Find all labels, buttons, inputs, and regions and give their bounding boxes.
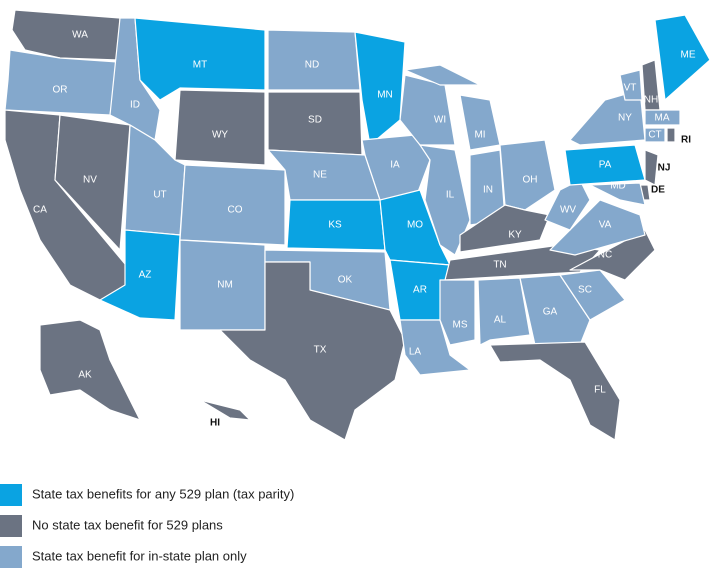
state-label: WA [72, 30, 88, 41]
legend-swatch [0, 546, 22, 568]
state-label: KS [328, 220, 342, 231]
state-label: AZ [139, 270, 152, 281]
state-shape [477, 277, 531, 346]
state-label: MS [453, 320, 468, 331]
state-label: MA [655, 113, 670, 124]
state-label: CT [648, 130, 661, 141]
state-label: OR [53, 85, 68, 96]
state-label: FL [594, 385, 606, 396]
state-label: WI [434, 115, 446, 126]
state-shape [354, 31, 406, 146]
state-label: IL [446, 190, 455, 201]
state-shape [666, 127, 676, 143]
state-label: OK [338, 275, 353, 286]
state-label: HI [210, 418, 220, 429]
state-shape [569, 89, 646, 146]
state-label: LA [409, 347, 422, 358]
state-label: CO [228, 205, 243, 216]
state-shape [99, 229, 181, 321]
state-label: AK [78, 370, 92, 381]
state-label: MD [610, 181, 626, 192]
state-shape [654, 14, 711, 101]
state-label: ID [130, 100, 140, 111]
state-label: MO [407, 220, 423, 231]
state-label: VT [624, 83, 637, 94]
state-shape [267, 29, 361, 91]
state-label: AR [413, 285, 427, 296]
state-shape [589, 182, 646, 206]
state-shape [219, 261, 406, 441]
state-label: WV [560, 205, 576, 216]
state-label: RI [681, 135, 691, 146]
state-label: TN [493, 260, 506, 271]
state-shape [544, 179, 591, 231]
state-shape [489, 341, 621, 441]
state-label: GA [543, 307, 558, 318]
state-shape [619, 69, 643, 101]
state-label: SD [308, 115, 322, 126]
state-shape [644, 127, 666, 143]
state-label: MN [377, 90, 393, 101]
state-shape [419, 144, 471, 256]
state-label: SC [578, 285, 592, 296]
legend-swatch [0, 484, 22, 506]
state-shape [199, 399, 251, 421]
state-label: VA [599, 220, 612, 231]
state-shape [519, 274, 591, 346]
state-label: NH [644, 95, 658, 106]
state-shape [644, 109, 681, 126]
state-label: DE [651, 185, 665, 196]
state-shape [39, 319, 141, 421]
legend-swatch [0, 515, 22, 537]
state-label: UT [153, 190, 166, 201]
state-shape [54, 114, 131, 251]
state-shape [644, 149, 659, 186]
state-label: KY [508, 230, 522, 241]
state-shape [499, 139, 556, 211]
state-label: NE [313, 170, 327, 181]
state-label: CA [33, 205, 47, 216]
state-label: TX [314, 345, 327, 356]
legend-label: State tax benefits for any 529 plan (tax… [32, 486, 294, 501]
state-label: WY [212, 130, 228, 141]
state-label: NJ [658, 163, 671, 174]
state-shape [549, 199, 646, 256]
state-label: IN [483, 185, 493, 196]
state-label: NC [598, 250, 612, 261]
state-shape [439, 279, 476, 346]
state-shape [559, 269, 626, 321]
state-shape [179, 164, 286, 246]
state-label: PA [599, 160, 612, 171]
state-shape [174, 89, 266, 166]
state-label: MT [193, 60, 207, 71]
state-label: OH [523, 175, 538, 186]
state-label: IA [390, 160, 400, 171]
state-shape [134, 17, 266, 101]
state-label: MI [474, 130, 485, 141]
state-label: ME [681, 50, 696, 61]
legend-label: No state tax benefit for 529 plans [32, 517, 223, 532]
legend-label: State tax benefit for in-state plan only [32, 548, 247, 563]
state-label: AL [494, 315, 507, 326]
state-label: ND [305, 60, 319, 71]
state-label: NV [83, 175, 97, 186]
state-label: NY [618, 113, 632, 124]
state-label: NM [217, 280, 233, 291]
